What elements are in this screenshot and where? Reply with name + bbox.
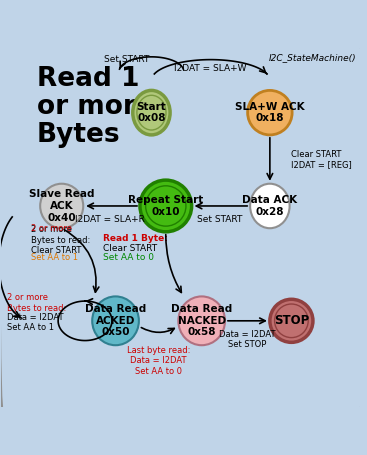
Ellipse shape bbox=[146, 186, 186, 226]
Text: 2 or more: 2 or more bbox=[31, 224, 72, 233]
Text: Set START: Set START bbox=[197, 215, 242, 224]
Ellipse shape bbox=[178, 296, 225, 345]
Ellipse shape bbox=[140, 180, 192, 232]
Text: Read 1
or more
Bytes: Read 1 or more Bytes bbox=[37, 66, 153, 148]
Text: SLA+W ACK
0x18: SLA+W ACK 0x18 bbox=[235, 102, 305, 123]
Ellipse shape bbox=[92, 296, 139, 345]
Text: Clear START
I2DAT = [REG]: Clear START I2DAT = [REG] bbox=[291, 150, 352, 169]
Ellipse shape bbox=[270, 299, 313, 342]
Ellipse shape bbox=[40, 184, 83, 228]
Text: 2 or more
Bytes to read:
Clear START: 2 or more Bytes to read: Clear START bbox=[31, 225, 90, 255]
Text: I2C_StateMachine(): I2C_StateMachine() bbox=[268, 53, 356, 62]
Text: Repeat Start
0x10: Repeat Start 0x10 bbox=[128, 195, 203, 217]
Ellipse shape bbox=[133, 91, 170, 135]
Text: Start
0x08: Start 0x08 bbox=[137, 102, 166, 123]
Ellipse shape bbox=[248, 91, 292, 135]
Ellipse shape bbox=[275, 304, 308, 338]
Text: Set AA to 0: Set AA to 0 bbox=[103, 253, 154, 262]
Text: Last byte read:
Data = I2DAT
Set AA to 0: Last byte read: Data = I2DAT Set AA to 0 bbox=[127, 346, 190, 376]
Text: STOP: STOP bbox=[274, 314, 309, 327]
Text: Data ACK
0x28: Data ACK 0x28 bbox=[242, 195, 297, 217]
Text: Clear START: Clear START bbox=[103, 244, 157, 253]
Ellipse shape bbox=[137, 95, 166, 130]
Text: 2 or more
Bytes to read:: 2 or more Bytes to read: bbox=[7, 293, 66, 313]
Text: I2DAT = SLA+R: I2DAT = SLA+R bbox=[75, 215, 145, 224]
Text: Slave Read
ACK
0x40: Slave Read ACK 0x40 bbox=[29, 189, 94, 222]
Text: Read 1 Byte:: Read 1 Byte: bbox=[103, 234, 168, 243]
Text: Data = I2DAT
Set STOP: Data = I2DAT Set STOP bbox=[219, 330, 276, 349]
Text: Set START: Set START bbox=[103, 55, 149, 64]
Text: Set AA to 1: Set AA to 1 bbox=[31, 253, 78, 262]
Text: Data = I2DAT
Set AA to 1: Data = I2DAT Set AA to 1 bbox=[7, 313, 63, 332]
Text: Data Read
ACKED
0x50: Data Read ACKED 0x50 bbox=[85, 304, 146, 338]
Text: Data Read
NACKED
0x58: Data Read NACKED 0x58 bbox=[171, 304, 232, 338]
Ellipse shape bbox=[250, 184, 290, 228]
Text: I2DAT = SLA+W: I2DAT = SLA+W bbox=[174, 64, 247, 73]
